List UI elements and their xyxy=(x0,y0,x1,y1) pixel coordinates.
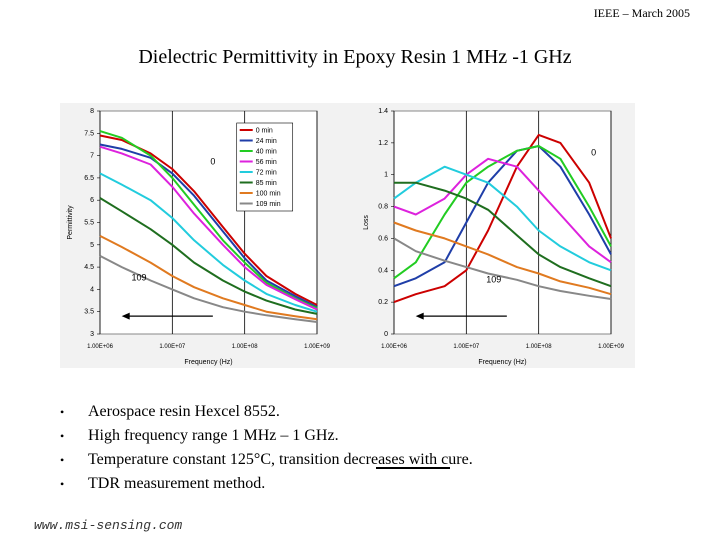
charts-area: 1.00E+06 1.00E+07 1.00E+08 1.00E+09 3 3.5 4 4.5… xyxy=(60,103,635,368)
y-tick-label: 0.6 xyxy=(378,235,388,242)
y-tick-label: 8 xyxy=(90,108,94,115)
bullet-text: TDR measurement method. xyxy=(88,475,266,492)
y-tick-label: 0.2 xyxy=(378,299,388,306)
decreases-underline xyxy=(376,467,450,469)
bullet-item: • Aerospace resin Hexcel 8552. xyxy=(60,400,473,424)
series-line-72-min xyxy=(393,165,612,272)
bullet-text: Aerospace resin Hexcel 8552. xyxy=(88,403,280,420)
footer-url: www.msi-sensing.com xyxy=(34,518,183,533)
bullet-text: Temperature constant 125°C, transition d… xyxy=(88,451,473,468)
bullet-marker: • xyxy=(60,429,65,443)
y-tick-label: 1.2 xyxy=(378,140,388,147)
series-line-24-min xyxy=(99,143,318,309)
y-tick-label: 7 xyxy=(90,153,94,160)
cure-arrow-head xyxy=(121,312,130,320)
x-tick-label: 1.00E+09 xyxy=(304,344,331,350)
series-line-100-min xyxy=(393,221,612,296)
header-text: IEEE – March 2005 xyxy=(593,6,690,20)
y-tick-label: 5.5 xyxy=(84,220,94,227)
x-tick-label: 1.00E+09 xyxy=(598,344,625,350)
series-line-24-min xyxy=(393,145,612,288)
legend-entry: 56 min xyxy=(256,159,277,166)
legend-entry: 85 min xyxy=(256,180,277,187)
bullet-item: • High frequency range 1 MHz – 1 GHz. xyxy=(60,424,473,448)
legend-entry: 100 min xyxy=(256,191,281,198)
y-tick-label: 0 xyxy=(384,331,388,338)
annotation-label: 109 xyxy=(132,272,147,282)
bullet-text: High frequency range 1 MHz – 1 GHz. xyxy=(88,427,339,444)
y-tick-label: 3.5 xyxy=(84,309,94,316)
annotation-label: 109 xyxy=(486,275,501,285)
y-tick-label: 3 xyxy=(90,331,94,338)
bullet-marker: • xyxy=(60,405,65,419)
y-axis-label: Loss xyxy=(363,215,370,230)
series-line-100-min xyxy=(99,235,318,321)
x-tick-label: 1.00E+08 xyxy=(526,344,553,350)
legend-entry: 0 min xyxy=(256,128,273,135)
series-line-109-min xyxy=(99,255,318,323)
bullet-item: • Temperature constant 125°C, transition … xyxy=(60,448,473,472)
series-line-72-min xyxy=(99,172,318,313)
y-tick-label: 6 xyxy=(90,197,94,204)
y-tick-label: 5 xyxy=(90,242,94,249)
y-tick-label: 1 xyxy=(384,172,388,179)
series-line-85-min xyxy=(99,197,318,315)
cure-arrow-head xyxy=(415,312,424,320)
series-line-40-min xyxy=(393,145,612,280)
slide-title: Dielectric Permittivity in Epoxy Resin 1… xyxy=(138,46,572,68)
y-tick-label: 0.4 xyxy=(378,267,388,274)
legend-entry: 109 min xyxy=(256,201,281,208)
y-tick-label: 0.8 xyxy=(378,204,388,211)
legend-box xyxy=(236,122,294,212)
y-tick-label: 7.5 xyxy=(84,130,94,137)
y-tick-label: 4.5 xyxy=(84,264,94,271)
annotation-label: 0 xyxy=(210,157,215,167)
x-tick-label: 1.00E+07 xyxy=(453,344,480,350)
series-line-109-min xyxy=(393,237,612,300)
y-axis-label: Permittivity xyxy=(67,205,74,240)
y-tick-label: 1.4 xyxy=(378,108,388,115)
series-line-0-min xyxy=(393,133,612,304)
x-tick-label: 1.00E+06 xyxy=(381,344,408,350)
legend-entry: 72 min xyxy=(256,170,277,177)
y-tick-label: 4 xyxy=(90,286,94,293)
annotation-label: 0 xyxy=(591,148,596,158)
series-line-56-min xyxy=(393,157,612,264)
bullet-item: • TDR measurement method. xyxy=(60,472,473,496)
series-line-85-min xyxy=(394,181,612,288)
x-axis-label: Frequency (Hz) xyxy=(184,359,232,366)
x-tick-label: 1.00E+06 xyxy=(87,344,114,350)
bullet-marker: • xyxy=(60,477,65,491)
legend-entry: 40 min xyxy=(256,149,277,156)
x-tick-label: 1.00E+07 xyxy=(159,344,186,350)
bullet-list: • Aerospace resin Hexcel 8552. • High freq… xyxy=(60,400,473,496)
y-tick-label: 6.5 xyxy=(84,175,94,182)
series-line-56-min xyxy=(99,145,318,311)
series-line-40-min xyxy=(99,130,318,310)
x-tick-label: 1.00E+08 xyxy=(232,344,259,350)
bullet-marker: • xyxy=(60,453,65,467)
legend-entry: 24 min xyxy=(256,138,277,145)
x-axis-label: Frequency (Hz) xyxy=(478,359,526,366)
